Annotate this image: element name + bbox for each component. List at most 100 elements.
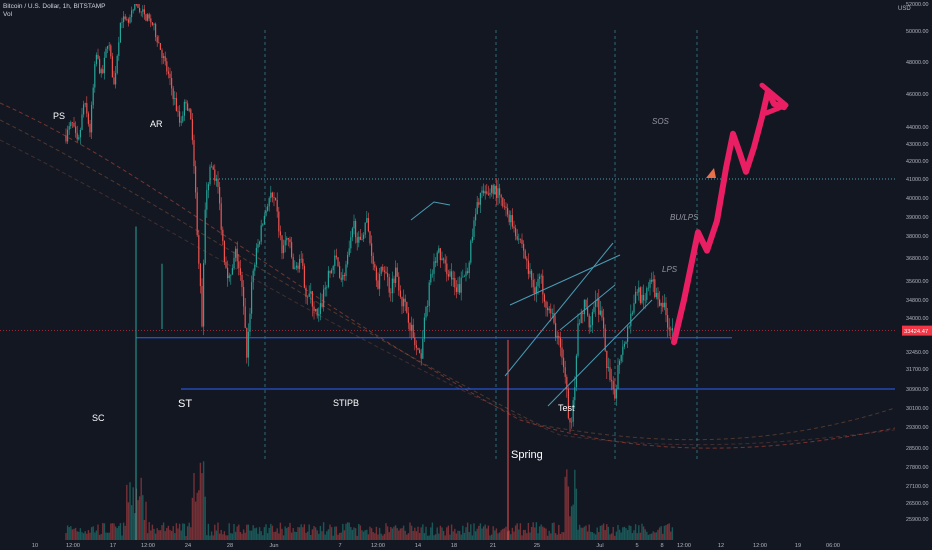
candle-body [183, 101, 185, 116]
candle-body [332, 266, 334, 271]
volume-bar [489, 535, 491, 540]
volume-bar [226, 535, 229, 540]
projection-arrowhead [759, 82, 789, 116]
candle [76, 125, 78, 143]
candle-body [484, 191, 486, 194]
volume-bar [281, 528, 283, 540]
candle-body [271, 192, 273, 198]
candle [323, 284, 325, 312]
volume-bar [231, 533, 234, 540]
candle [246, 327, 248, 364]
candle [172, 85, 174, 106]
candle [526, 256, 528, 270]
candle [350, 231, 352, 254]
candle [555, 315, 557, 342]
volume-bar [289, 522, 291, 540]
candle [135, 4, 137, 7]
volume-bar [598, 532, 600, 540]
volume-bar [622, 527, 624, 540]
volume-bar [657, 529, 659, 540]
candle-body [380, 266, 382, 274]
candle-body [577, 323, 579, 356]
candle [294, 260, 296, 270]
volume-bar [599, 525, 602, 540]
candle [153, 22, 155, 31]
volume-bar [175, 523, 178, 540]
candle [383, 266, 385, 281]
volume-bar [502, 528, 504, 540]
candle [137, 4, 139, 9]
volume-bar [202, 461, 205, 540]
candle [399, 285, 401, 299]
candle-body [303, 265, 305, 288]
candle [588, 313, 590, 334]
candle-body [607, 367, 609, 369]
volume-bar [585, 525, 587, 540]
volume-bar [188, 522, 190, 540]
candle-body [419, 349, 421, 354]
volume-bar [638, 525, 640, 540]
volume-bar [527, 522, 530, 540]
trend-channels [410, 201, 653, 407]
candle [131, 6, 133, 23]
volume-bar [142, 495, 144, 540]
candle-body [323, 289, 325, 307]
candle [263, 212, 265, 225]
candle [171, 71, 173, 96]
candle [572, 396, 574, 427]
volume-bar [486, 528, 488, 540]
candle [471, 228, 473, 244]
volume-bar [214, 524, 216, 540]
candle-body [470, 240, 472, 263]
volume-bar [172, 526, 174, 540]
volume-bar [98, 534, 101, 540]
candle-body [265, 210, 267, 216]
candle [652, 271, 654, 293]
volume-bar [497, 533, 499, 540]
volume-bar [185, 535, 187, 540]
volume-bar [137, 500, 139, 540]
candle-body [347, 254, 349, 265]
candle-body [142, 9, 144, 12]
volume-bar [364, 530, 366, 540]
volume-bar [257, 533, 259, 540]
candle [156, 35, 158, 47]
candle [199, 263, 201, 294]
candle [443, 257, 445, 264]
candle-body [95, 54, 97, 65]
candle [179, 104, 181, 127]
candle-body [617, 365, 619, 390]
candle [438, 245, 440, 254]
annotation-spring: Spring [511, 449, 543, 461]
candle-body [433, 261, 435, 274]
candle-body [135, 4, 137, 5]
time-tick-label: 19 [795, 543, 801, 549]
candle [561, 339, 563, 365]
candle-body [579, 322, 581, 324]
candle-body [630, 313, 632, 327]
candle [593, 302, 595, 314]
volume-bar [468, 532, 470, 540]
candle-body [588, 315, 590, 328]
candle-body [619, 360, 621, 366]
candle [379, 268, 381, 297]
candle [217, 171, 219, 194]
candle-body [167, 71, 169, 74]
price-tick-label: 41000.00 [906, 177, 928, 183]
volume-bar [73, 528, 75, 540]
candle-body [92, 87, 94, 105]
volume-bar [668, 523, 670, 540]
candle [247, 323, 249, 367]
candle [220, 197, 222, 236]
candle [86, 96, 88, 118]
candle [91, 101, 93, 139]
candle-body [643, 294, 645, 301]
candle [119, 22, 121, 44]
volume-bar [174, 533, 176, 540]
candle-body [639, 287, 641, 303]
volume-bar [362, 531, 365, 540]
candle [358, 231, 360, 248]
candle [313, 301, 315, 320]
candle-body [100, 69, 102, 74]
